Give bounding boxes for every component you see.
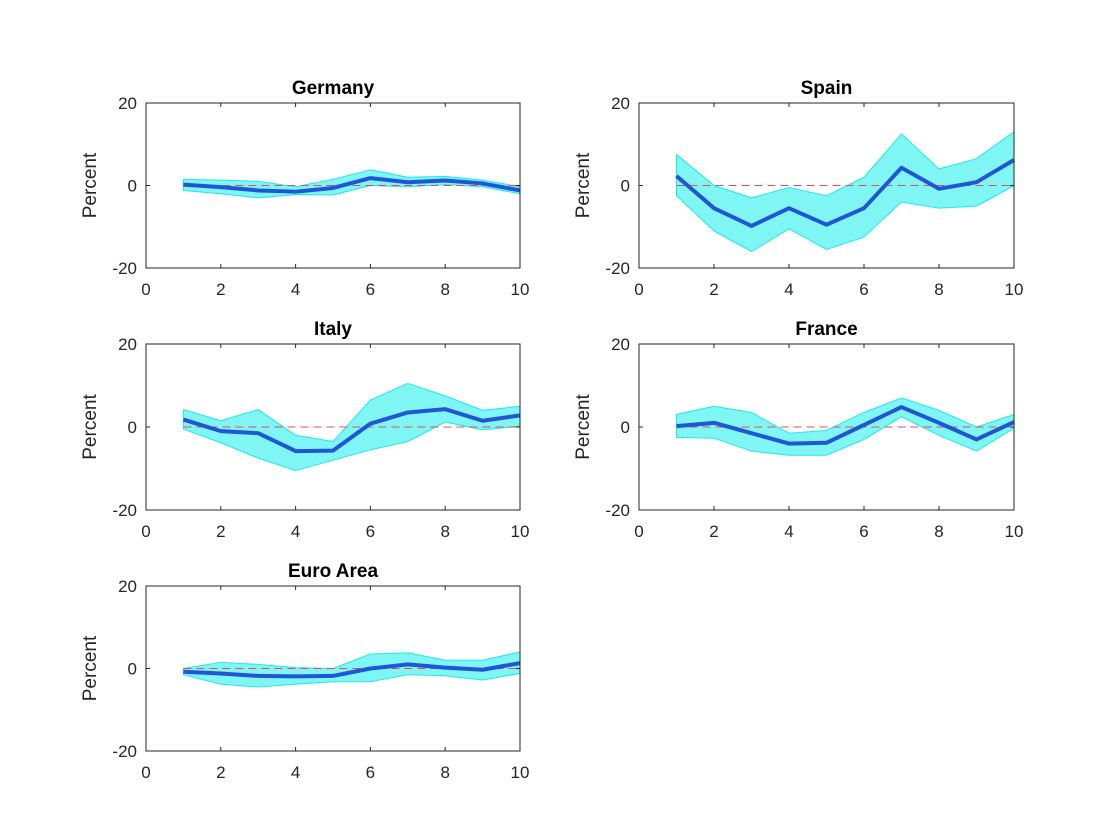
y-axis-label: Percent [573,394,594,460]
x-tick-label: 2 [216,763,225,782]
y-tick-label: 0 [128,177,137,196]
x-tick-label: 8 [934,280,943,299]
x-tick-label: 2 [709,522,718,541]
y-tick-label: -20 [112,501,137,520]
x-tick-label: 8 [440,280,449,299]
x-tick-label: 10 [1005,280,1024,299]
median-line [183,176,521,194]
x-tick-label: 6 [366,280,375,299]
median-line [675,158,1016,228]
x-tick-label: 6 [366,763,375,782]
y-tick-label: 0 [621,418,630,437]
x-tick-label: 0 [634,522,643,541]
chart-title: Spain [801,78,853,99]
chart-title: France [795,319,857,340]
y-axis-label: Percent [80,394,101,460]
y-tick-label: 0 [128,418,137,437]
y-tick-label: 20 [611,335,630,354]
x-tick-label: 4 [784,522,793,541]
x-tick-label: 4 [291,763,300,782]
median-line [182,407,521,454]
x-tick-label: 0 [141,522,150,541]
x-tick-label: 8 [934,522,943,541]
x-tick-label: 2 [709,280,718,299]
x-tick-label: 10 [511,763,530,782]
median-line [183,661,521,679]
y-tick-label: -20 [112,259,137,278]
y-tick-label: -20 [605,259,630,278]
x-tick-label: 0 [141,280,150,299]
median-line [676,405,1015,446]
y-tick-label: -20 [605,501,630,520]
y-tick-label: 0 [128,660,137,679]
x-tick-label: 2 [216,280,225,299]
y-tick-label: 20 [611,94,630,113]
y-tick-label: -20 [112,742,137,761]
x-tick-label: 4 [784,280,793,299]
x-tick-label: 2 [216,522,225,541]
y-axis-label: Percent [80,152,101,218]
x-tick-label: 0 [141,763,150,782]
x-tick-label: 10 [511,522,530,541]
chart-title: Euro Area [288,561,379,582]
x-tick-label: 10 [1005,522,1024,541]
chart-title: Germany [292,78,375,99]
x-tick-label: 6 [366,522,375,541]
y-axis-label: Percent [573,152,594,218]
x-tick-label: 6 [859,280,868,299]
y-tick-label: 20 [118,94,137,113]
x-tick-label: 4 [291,280,300,299]
y-tick-label: 20 [118,335,137,354]
chart-title: Italy [314,319,352,340]
x-tick-label: 0 [634,280,643,299]
y-tick-label: 0 [621,177,630,196]
x-tick-label: 4 [291,522,300,541]
x-tick-label: 10 [511,280,530,299]
y-axis-label: Percent [80,635,101,701]
x-tick-label: 6 [859,522,868,541]
x-tick-label: 8 [440,522,449,541]
x-tick-label: 8 [440,763,449,782]
y-tick-label: 20 [118,577,137,596]
